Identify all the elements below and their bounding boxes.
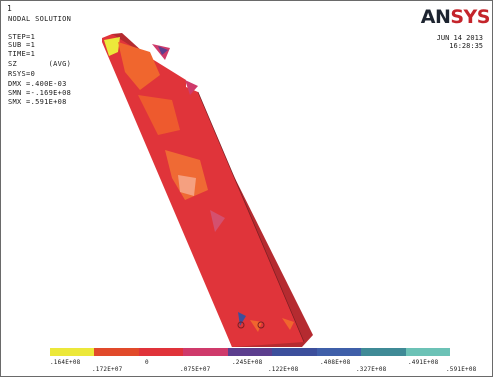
info-component: SZ (AVG) xyxy=(8,60,72,68)
info-smn: SMN =-.169E+08 xyxy=(8,89,72,97)
legend-label-bottom-2: .075E+07 xyxy=(180,366,211,373)
legend-swatch-5 xyxy=(227,348,273,356)
logo-text-sys: SYS xyxy=(450,6,490,28)
info-rsys: RSYS=0 xyxy=(8,70,36,78)
ansys-logo: ANSYS xyxy=(420,6,491,28)
stress-patch-magenta-2 xyxy=(185,80,198,95)
bolt-hole-1 xyxy=(237,321,245,329)
legend-swatch-2 xyxy=(94,348,139,356)
legend-label-top-2: 0 xyxy=(145,359,149,366)
solution-title: NODAL SOLUTION xyxy=(8,15,72,23)
legend-label-bottom-3: .122E+08 xyxy=(268,366,299,373)
legend-label-bottom-4: .327E+08 xyxy=(356,366,387,373)
legend-label-bottom-1: .172E+07 xyxy=(92,366,123,373)
model-edge-line xyxy=(197,91,305,343)
info-smx: SMX =.591E+08 xyxy=(8,98,67,106)
date-label: JUN 14 2013 xyxy=(436,34,483,42)
legend-label-bottom-5: .591E+08 xyxy=(446,366,477,373)
info-sub: SUB =1 xyxy=(8,41,36,49)
stress-patch-orange-5 xyxy=(282,318,294,330)
legend-label-top-4: .408E+08 xyxy=(320,359,351,366)
stress-patch-orange-2 xyxy=(138,95,180,135)
stress-patch-light-1 xyxy=(178,175,196,196)
legend-swatch-1 xyxy=(50,348,95,356)
legend-label-top-1: .164E+08 xyxy=(50,359,81,366)
stress-patch-orange-3 xyxy=(165,150,208,200)
legend-swatch-8 xyxy=(361,348,406,356)
stress-patch-orange-1 xyxy=(118,42,160,90)
info-time: TIME=1 xyxy=(8,50,36,58)
stress-patch-compression xyxy=(104,37,120,56)
info-dmx: DMX =.400E-03 xyxy=(8,80,67,88)
legend-swatch-6 xyxy=(272,348,317,356)
info-step: STEP=1 xyxy=(8,33,36,41)
time-label: 16:28:35 xyxy=(449,42,483,50)
window-number-label: 1 xyxy=(7,4,12,13)
logo-text-an: AN xyxy=(420,6,451,28)
legend-swatch-7 xyxy=(316,348,362,356)
legend-label-top-5: .491E+08 xyxy=(408,359,439,366)
stress-patch-blue-1 xyxy=(158,46,168,55)
legend-swatch-3 xyxy=(138,348,184,356)
legend-label-top-3: .245E+08 xyxy=(232,359,263,366)
bolt-hole-2 xyxy=(257,321,265,329)
stress-patch-magenta-3 xyxy=(210,210,225,232)
legend-swatch-4 xyxy=(183,348,228,356)
legend-swatch-9 xyxy=(405,348,450,356)
contour-legend xyxy=(50,348,450,356)
